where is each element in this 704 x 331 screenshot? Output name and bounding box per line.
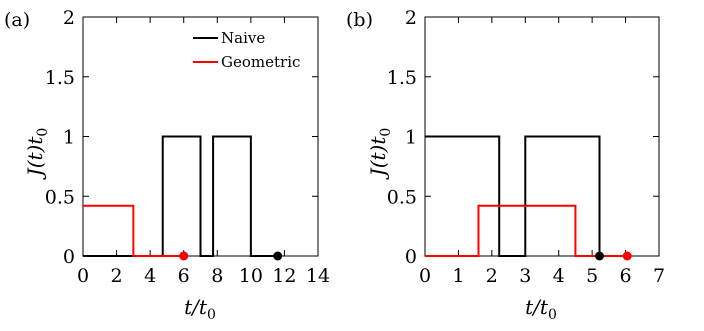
panel-a-x-ticks: 0 2 4 6 8 10 12 14 — [77, 17, 330, 287]
panel-b-xlabel-sub: 0 — [548, 307, 557, 323]
panel-b-ylabel: J(t)t0 — [366, 128, 394, 181]
panel-b-series — [425, 135, 632, 261]
x-tick-label: 10 — [239, 265, 263, 287]
panel-a-ylabel-sub: 0 — [35, 128, 51, 137]
panel-b-xlabel-main: t/t — [525, 295, 549, 319]
panel-a-xlabel-sub: 0 — [207, 307, 216, 323]
x-tick-label: 8 — [211, 265, 223, 287]
x-tick-label: 4 — [144, 265, 156, 287]
y-tick-label: 2 — [63, 7, 75, 29]
y-tick-label: 2 — [405, 7, 417, 29]
panel-a-y-ticks: 0 0.5 1 1.5 2 — [45, 7, 318, 268]
x-tick-label: 6 — [620, 265, 632, 287]
panel-b-label: (b) — [346, 9, 373, 31]
panel-b-ylabel-main: J(t)t — [366, 136, 390, 181]
x-tick-label: 6 — [178, 265, 190, 287]
series-line-geometric — [83, 204, 184, 257]
x-tick-label: 4 — [553, 265, 565, 287]
legend-naive-label: Naive — [221, 29, 265, 47]
x-tick-label: 0 — [419, 265, 431, 287]
panel-b-ylabel-sub: 0 — [378, 128, 394, 137]
series-line-geometric — [425, 204, 628, 257]
x-tick-label: 12 — [272, 265, 296, 287]
x-tick-label: 3 — [519, 265, 531, 287]
series-endpoint-geometric — [179, 251, 189, 261]
y-tick-label: 1 — [405, 127, 417, 149]
y-tick-label: 1.5 — [45, 67, 75, 89]
panel-b-xlabel: t/t0 — [525, 295, 557, 323]
panel-a: (a) J(t)t0 t/t0 00.511.52 0 2 4 6 8 10 12 14 Na… — [4, 7, 330, 323]
panel-a-xlabel-main: t/t — [184, 295, 208, 319]
x-tick-label: 1 — [452, 265, 464, 287]
panel-a-xlabel: t/t0 — [184, 295, 216, 323]
panel-a-ylabel-main: J(t)t — [23, 136, 47, 181]
y-tick-label: 1 — [63, 127, 75, 149]
x-tick-label: 2 — [111, 265, 123, 287]
y-tick-label: 0 — [405, 246, 417, 268]
panel-a-label: (a) — [4, 9, 30, 31]
series-line-naive — [83, 135, 278, 257]
x-tick-label: 5 — [586, 265, 598, 287]
x-tick-label: 2 — [486, 265, 498, 287]
x-tick-label: 7 — [653, 265, 665, 287]
panel-a-ylabel: J(t)t0 — [23, 128, 51, 181]
y-tick-label: 1.5 — [387, 67, 417, 89]
series-endpoint-naive — [594, 251, 604, 261]
x-tick-label: 14 — [306, 265, 330, 287]
series-endpoint-naive — [273, 251, 283, 261]
legend-geometric-label: Geometric — [221, 53, 300, 71]
panel-b-y-ticks: 0 0.5 1 1.5 2 — [387, 7, 659, 268]
series-endpoint-geometric — [622, 251, 632, 261]
y-tick-label: 0.5 — [387, 186, 417, 208]
panel-a-series — [83, 135, 283, 261]
series-line-naive — [425, 135, 601, 257]
y-tick-label: 0 — [63, 246, 75, 268]
legend: Naive Geometric — [193, 29, 300, 71]
y-tick-label: 0.5 — [45, 186, 75, 208]
x-tick-label: 0 — [77, 265, 89, 287]
